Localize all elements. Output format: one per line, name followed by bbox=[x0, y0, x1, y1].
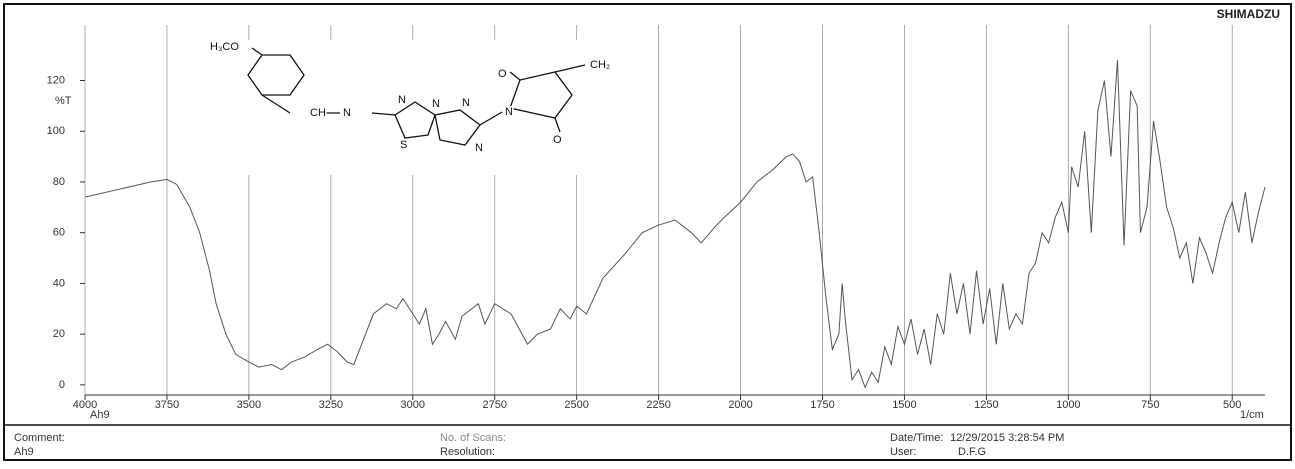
x-tick-label: 3250 bbox=[319, 399, 343, 411]
date: 12/29/2015 3:28:54 PM bbox=[950, 432, 1064, 444]
bond bbox=[394, 101, 436, 139]
comment-label: Comment: bbox=[14, 432, 65, 444]
x-tick-label: 2500 bbox=[564, 399, 588, 411]
bond bbox=[434, 109, 481, 146]
x-tick-label: 2750 bbox=[482, 399, 506, 411]
x-tick-label: 3000 bbox=[401, 399, 425, 411]
x-tick-label: 1000 bbox=[1056, 399, 1080, 411]
x-tick-label: 500 bbox=[1223, 399, 1241, 411]
structure-label: N bbox=[462, 97, 470, 109]
frame bbox=[3, 3, 1292, 461]
x-tick-label: 4000 bbox=[73, 399, 97, 411]
y-tick-label: 120 bbox=[47, 74, 65, 86]
x-tick-label: 750 bbox=[1141, 399, 1159, 411]
bond bbox=[554, 64, 586, 73]
bond bbox=[554, 117, 561, 133]
x-tick-label: 3750 bbox=[155, 399, 179, 411]
structure-label: S bbox=[400, 139, 407, 151]
scans-label: No. of Scans: bbox=[440, 432, 506, 444]
bond bbox=[261, 94, 291, 114]
bond bbox=[479, 111, 503, 126]
user: D.F.G bbox=[958, 446, 986, 458]
x-tick-label: 1250 bbox=[974, 399, 998, 411]
structure-label: CH bbox=[310, 107, 326, 119]
structure-label: N bbox=[398, 94, 406, 106]
x-tick-label: 1750 bbox=[810, 399, 834, 411]
y-tick-label: 100 bbox=[47, 125, 65, 137]
x-tick-label: 3500 bbox=[237, 399, 261, 411]
y-tick-label: 60 bbox=[53, 227, 65, 239]
brand: SHIMADZU bbox=[1217, 7, 1280, 21]
bond bbox=[247, 54, 305, 96]
resolution-label: Resolution: bbox=[440, 446, 495, 458]
structure-label: N bbox=[343, 107, 351, 119]
x-tick-label: 1500 bbox=[892, 399, 916, 411]
structure-label: N bbox=[432, 98, 440, 110]
user-label: User: bbox=[890, 446, 916, 458]
y-tick-label: 40 bbox=[53, 277, 65, 289]
bond bbox=[251, 47, 263, 56]
structure: H₃CO CH N N N S N N N O O CH₂ bbox=[205, 39, 625, 175]
structure-label: O bbox=[553, 134, 562, 146]
structure-label: O bbox=[498, 68, 507, 80]
structure-label: N bbox=[505, 106, 513, 118]
structure-label: H₃CO bbox=[210, 41, 239, 53]
bond bbox=[509, 71, 521, 81]
spectrum-line bbox=[84, 60, 1266, 389]
x-tick-label: 2000 bbox=[728, 399, 752, 411]
x-axis-label: 1/cm bbox=[1240, 409, 1264, 421]
y-axis-label: %T bbox=[55, 95, 72, 107]
comment: Ah9 bbox=[14, 446, 34, 458]
date-label: Date/Time: bbox=[890, 432, 943, 444]
structure-box bbox=[205, 40, 625, 175]
sample-label: Ah9 bbox=[90, 409, 110, 421]
bond bbox=[371, 112, 396, 116]
x-tick-label: 2250 bbox=[646, 399, 670, 411]
y-tick-label: 0 bbox=[59, 379, 65, 391]
structure-label: CH₂ bbox=[590, 59, 610, 71]
y-tick-label: 80 bbox=[53, 176, 65, 188]
y-tick-label: 20 bbox=[53, 328, 65, 340]
bond bbox=[509, 71, 573, 119]
structure-label: N bbox=[475, 142, 483, 154]
